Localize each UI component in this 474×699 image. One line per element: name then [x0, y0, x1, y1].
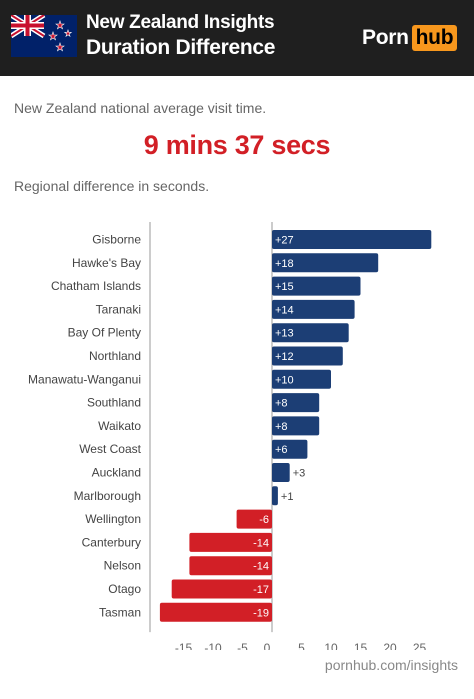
new-zealand-flag-icon	[11, 15, 77, 57]
category-label: Taranaki	[96, 302, 141, 316]
data-label: -17	[253, 584, 269, 596]
bar	[272, 463, 290, 482]
bar	[189, 556, 272, 576]
data-label: +18	[275, 258, 294, 270]
category-label: Gisborne	[92, 233, 141, 247]
category-label: West Coast	[79, 442, 141, 456]
bar	[272, 276, 361, 296]
header-title-line1: New Zealand Insights	[86, 12, 275, 33]
x-tick-label: 0	[264, 641, 271, 650]
chart-subtitle: Regional difference in seconds.	[14, 178, 210, 194]
data-label: +15	[275, 281, 294, 293]
bar	[236, 509, 272, 529]
bar	[159, 602, 272, 622]
x-tick-label: -10	[204, 641, 222, 650]
footer-source: pornhub.com/insights	[324, 657, 458, 673]
bar	[272, 486, 278, 506]
bar	[272, 393, 320, 413]
bar	[272, 230, 432, 249]
category-label: Marlborough	[74, 489, 141, 503]
category-label: Northland	[89, 349, 141, 363]
data-label: +6	[275, 444, 288, 456]
x-tick-label: -5	[237, 641, 248, 650]
category-label: Auckland	[92, 466, 141, 480]
header-title-line2: Duration Difference	[86, 36, 276, 59]
data-label: -14	[253, 537, 269, 549]
data-label: +13	[275, 328, 294, 340]
category-label: Tasman	[99, 605, 141, 619]
data-label: +14	[275, 304, 294, 316]
data-label: +10	[275, 374, 294, 386]
bar	[189, 532, 272, 552]
bar	[272, 299, 355, 319]
x-tick-label: 20	[383, 641, 397, 650]
data-label: +1	[281, 491, 294, 503]
category-label: Wellington	[85, 512, 141, 526]
intro-text: New Zealand national average visit time.	[14, 100, 267, 116]
data-label: +8	[275, 421, 288, 433]
data-label: +3	[293, 468, 306, 480]
duration-difference-chart: Gisborne +27 Hawke's Bay +18 Chatham Islands…	[28, 222, 432, 650]
logo-text-part2: hub	[411, 25, 458, 51]
data-label: +12	[275, 351, 294, 363]
category-label: Nelson	[104, 559, 141, 573]
pornhub-logo: Porn hub	[362, 25, 458, 51]
data-label: +27	[275, 235, 294, 247]
category-label: Otago	[108, 582, 141, 596]
category-label: Manawatu-Wanganui	[28, 372, 141, 386]
bar	[272, 323, 349, 343]
bar	[272, 416, 320, 436]
x-tick-label: -15	[175, 641, 193, 650]
bar	[272, 439, 308, 459]
data-label: -6	[259, 514, 269, 526]
x-tick-label: 25	[413, 641, 427, 650]
x-tick-label: 15	[354, 641, 368, 650]
category-label: Chatham Islands	[51, 279, 141, 293]
x-tick-label: 10	[324, 641, 338, 650]
data-label: -19	[253, 607, 269, 619]
category-label: Bay Of Plenty	[68, 326, 141, 340]
category-label: Hawke's Bay	[72, 256, 141, 270]
data-label: -14	[253, 561, 269, 573]
bar	[272, 253, 379, 273]
x-tick-label: 5	[298, 641, 305, 650]
bar	[171, 579, 272, 599]
category-label: Canterbury	[82, 535, 141, 549]
average-visit-time: 9 mins 37 secs	[143, 130, 331, 160]
data-label: +8	[275, 398, 288, 410]
category-label: Southland	[87, 396, 141, 410]
logo-text-part1: Porn	[362, 26, 409, 49]
category-label: Waikato	[98, 419, 141, 433]
bar	[272, 346, 343, 366]
bar	[272, 369, 331, 389]
header-banner: New Zealand Insights Duration Difference…	[0, 0, 474, 76]
